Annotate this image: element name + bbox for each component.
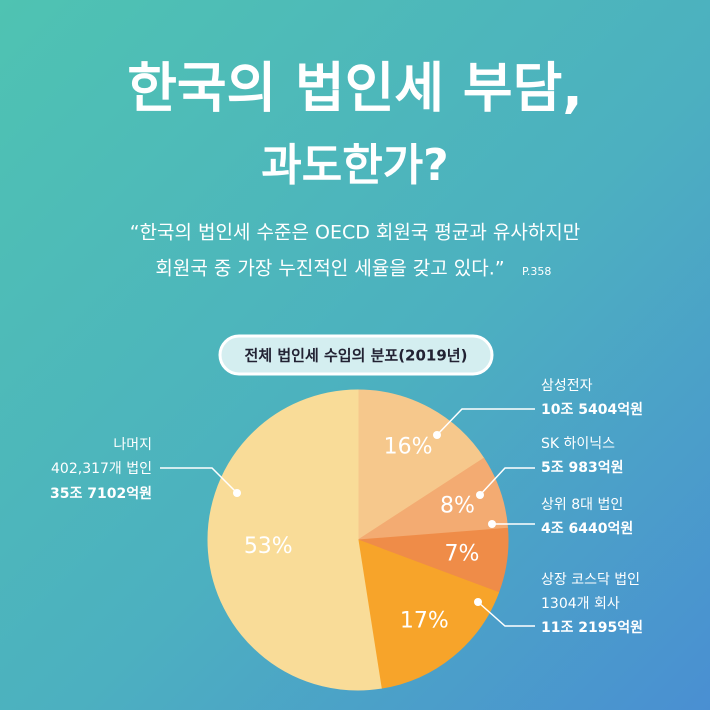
pie-slice <box>207 389 382 691</box>
leader-dot <box>476 491 484 499</box>
slice-label: 17% <box>400 608 449 633</box>
slice-label: 7% <box>445 542 480 567</box>
amount-label: 35조 7102억원 <box>50 486 152 502</box>
leader-dot <box>233 489 241 497</box>
pie-slice <box>357 389 485 541</box>
category-label: 나머지 <box>113 437 152 453</box>
chart-title: 전체 법인세 수입의 분포(2019년) <box>245 347 468 365</box>
amount-label: 5조 983억원 <box>541 460 623 476</box>
leader-dot <box>474 598 482 606</box>
leader-dot <box>433 431 441 439</box>
leader-dot <box>488 520 496 528</box>
amount-label: 10조 5404억원 <box>541 402 643 418</box>
amount-label: 4조 6440억원 <box>541 521 633 537</box>
pie-slice <box>357 539 500 689</box>
quote-line: 회원국 중 가장 누진적인 세율을 갖고 있다.” <box>155 258 504 280</box>
pie: 16% 8% 7% 17% 53% <box>207 389 509 691</box>
chart-title-pill <box>218 334 494 376</box>
amount-label: 11조 2195억원 <box>541 620 643 636</box>
slice-label: 53% <box>244 534 293 559</box>
category-label: 삼성전자 <box>541 378 593 394</box>
slice-label: 8% <box>440 493 475 518</box>
category-label: SK 하이닉스 <box>541 436 615 452</box>
title-line: 과도한가? <box>261 140 448 191</box>
title-line: 한국의 법인세 부담, <box>127 57 583 120</box>
leader-line <box>477 601 535 627</box>
leader-line <box>436 408 535 436</box>
category-note: 402,317개 법인 <box>51 461 152 477</box>
category-label: 상위 8대 법인 <box>541 497 623 513</box>
category-label: 상장 코스닥 법인 <box>541 572 640 588</box>
leader-line <box>479 467 535 496</box>
slice-label: 16% <box>384 435 433 460</box>
leader-line <box>160 467 238 494</box>
page-ref: P.358 <box>522 265 551 278</box>
category-note: 1304개 회사 <box>541 596 620 612</box>
quote-line: “한국의 법인세 수준은 OECD 회원국 평균과 유사하지만 <box>130 222 581 244</box>
